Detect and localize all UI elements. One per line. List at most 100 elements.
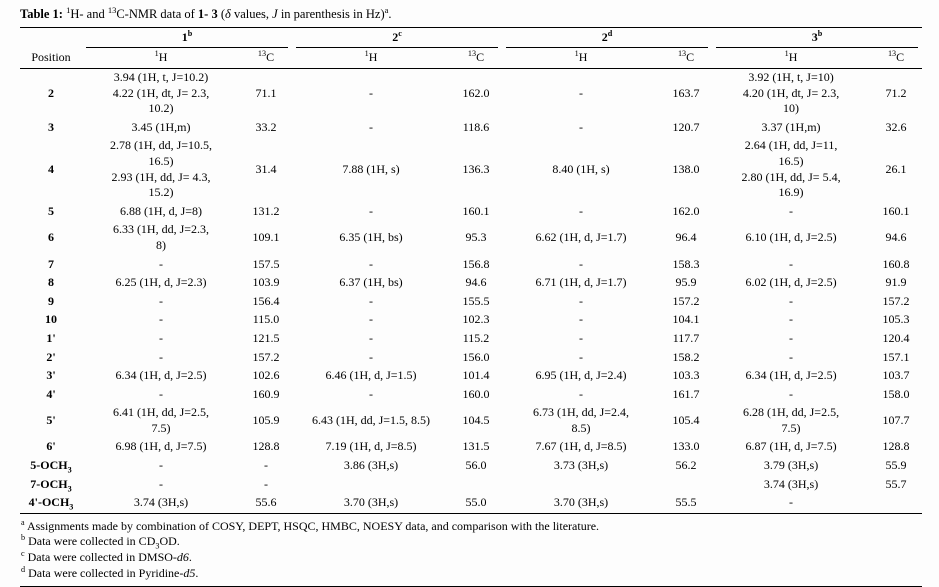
nucleus-label: H	[158, 50, 168, 64]
group-header-compound-2d: 2d	[502, 28, 712, 50]
table-header: 1b 2c 2d 3b Position 1H 13C 1H 13C 1H 13…	[20, 28, 923, 69]
data-cell: -	[789, 256, 794, 271]
text-segment: Table 1:	[20, 7, 67, 21]
page-title: Table 1: 1H- and 13C-NMR data of 1- 3 (δ…	[20, 6, 921, 22]
data-cell: 162.0	[672, 203, 700, 218]
table-row: 4'-OCH3 3.74 (3H,s) 55.6 3.70 (3H,s) 55.0 3.7…	[20, 494, 922, 513]
data-cell: 160.1	[882, 203, 910, 218]
isotope-superscript: 1	[154, 49, 159, 58]
data-cell: -	[369, 119, 374, 134]
data-cell: 104.1	[672, 312, 700, 327]
data-cell	[870, 494, 922, 513]
position-subscript: 3	[67, 484, 72, 494]
group-label: 2	[601, 30, 608, 44]
group-header-compound-1: 1b	[82, 28, 292, 50]
data-cell: -	[579, 349, 584, 364]
data-cell: -	[159, 458, 163, 473]
table-row: 5-OCH3 - - 3.86 (3H,s) 56.0 3.73 (3H,s) 56.2 3.…	[20, 457, 922, 476]
data-cell: 155.5	[462, 293, 490, 308]
data-cell: 161.7	[672, 386, 700, 401]
group-footnote-marker: c	[398, 29, 402, 38]
data-cell: -	[579, 203, 584, 218]
data-cell: 3.74 (3H,s)	[763, 476, 819, 491]
data-cell: 101.4	[462, 368, 490, 383]
data-cell: 3.74 (3H,s)	[133, 495, 189, 510]
data-cell: 158.2	[672, 349, 700, 364]
data-cell: -	[579, 330, 584, 345]
isotope-superscript: 13	[257, 49, 267, 58]
position-label: 7	[48, 256, 54, 271]
data-cell: 2.64 (1H, dd, J=11, 16.5) 2.80 (1H, dd, …	[741, 138, 841, 200]
data-cell: 104.5	[462, 413, 490, 428]
data-cell: 6.41 (1H, dd, J=2.5, 7.5)	[112, 405, 210, 435]
data-cell: 96.4	[675, 230, 697, 245]
position-label: 8	[48, 275, 54, 290]
data-cell: 3.92 (1H, t, J=10) 4.20 (1H, dt, J= 2.3,…	[742, 70, 840, 116]
data-cell: 3.45 (1H,m)	[131, 119, 191, 134]
text-segment: Data were collected in CD	[25, 534, 156, 549]
position-cell: 1'	[20, 330, 82, 349]
table-row: 5 6.88 (1H, d, J=8) 131.2 - 160.1 - 162.0 - 160.…	[20, 203, 922, 222]
data-cell: 55.0	[465, 495, 487, 510]
position-label: 6'	[46, 439, 56, 454]
nucleus-label: H	[368, 50, 378, 64]
data-cell: 131.2	[252, 203, 280, 218]
data-cell: 117.7	[672, 330, 700, 345]
position-cell: 2	[20, 69, 82, 119]
group-header-compound-3: 3b	[712, 28, 922, 50]
data-cell: 33.2	[255, 119, 277, 134]
data-cell: 120.7	[672, 119, 700, 134]
position-cell: 3'	[20, 367, 82, 386]
data-cell: 158.3	[672, 256, 700, 271]
data-cell: 157.2	[252, 349, 280, 364]
data-cell: 102.3	[462, 312, 490, 327]
data-cell: 55.9	[885, 458, 907, 473]
data-cell: -	[579, 312, 584, 327]
footnote: b Data were collected in CD3OD.	[21, 534, 922, 551]
data-cell: -	[369, 256, 374, 271]
data-cell: 3.37 (1H,m)	[761, 119, 821, 134]
nucleus-label: C	[266, 50, 275, 64]
data-cell: 6.95 (1H, d, J=2.4)	[535, 368, 627, 383]
table-body: 2 3.94 (1H, t, J=10.2) 4.22 (1H, dt, J= 2…	[20, 69, 922, 514]
data-cell: 105.9	[252, 413, 280, 428]
data-cell: 157.1	[882, 349, 910, 364]
position-label: 4'-OCH	[28, 495, 70, 510]
position-cell: 5'	[20, 404, 82, 438]
text-segment: OD.	[159, 534, 180, 549]
isotope-superscript: 13	[467, 49, 477, 58]
data-cell: 95.3	[465, 230, 487, 245]
data-cell: 3.94 (1H, t, J=10.2) 4.22 (1H, dt, J= 2.…	[112, 70, 210, 116]
position-label: 3	[48, 119, 54, 134]
data-cell: -	[789, 386, 794, 401]
data-cell: 26.1	[885, 161, 907, 176]
data-cell: 6.73 (1H, dd, J=2.4, 8.5)	[532, 405, 630, 435]
text-segment: C-NMR data of	[116, 7, 198, 21]
data-cell: -	[159, 312, 163, 327]
position-label: 2'	[46, 349, 56, 364]
data-cell: 160.1	[462, 203, 490, 218]
data-cell: -	[789, 203, 794, 218]
text-segment: .	[388, 7, 392, 21]
position-cell: 6'	[20, 438, 82, 457]
isotope-superscript: 13	[887, 49, 897, 58]
position-cell: 5	[20, 203, 82, 222]
position-label: 2	[48, 85, 54, 100]
data-cell: -	[159, 386, 163, 401]
data-cell: 91.9	[885, 275, 907, 290]
text-segment: (	[217, 7, 226, 21]
data-cell: -	[789, 495, 794, 510]
data-cell: -	[369, 330, 374, 345]
data-cell: -	[369, 312, 374, 327]
table-row: 9 - 156.4 - 155.5 - 157.2 - 157.2	[20, 293, 922, 312]
column-header-13c: 13C	[240, 49, 293, 69]
data-cell: 160.8	[882, 256, 910, 271]
table-row: 5' 6.41 (1H, dd, J=2.5, 7.5) 105.9 6.43 (1H…	[20, 404, 922, 438]
table-row: 4 2.78 (1H, dd, J=10.5, 16.5) 2.93 (1H, d…	[20, 137, 922, 202]
table-row: 4' - 160.9 - 160.0 - 161.7 - 158.0	[20, 386, 922, 405]
data-cell: -	[369, 203, 374, 218]
text-segment: in parenthesis in Hz)	[277, 7, 385, 21]
table-row: 2' - 157.2 - 156.0 - 158.2 - 157.1	[20, 349, 922, 368]
position-subscript: 3	[67, 465, 72, 475]
nmr-table: 1b 2c 2d 3b Position 1H 13C 1H 13C 1H 13…	[20, 27, 923, 514]
